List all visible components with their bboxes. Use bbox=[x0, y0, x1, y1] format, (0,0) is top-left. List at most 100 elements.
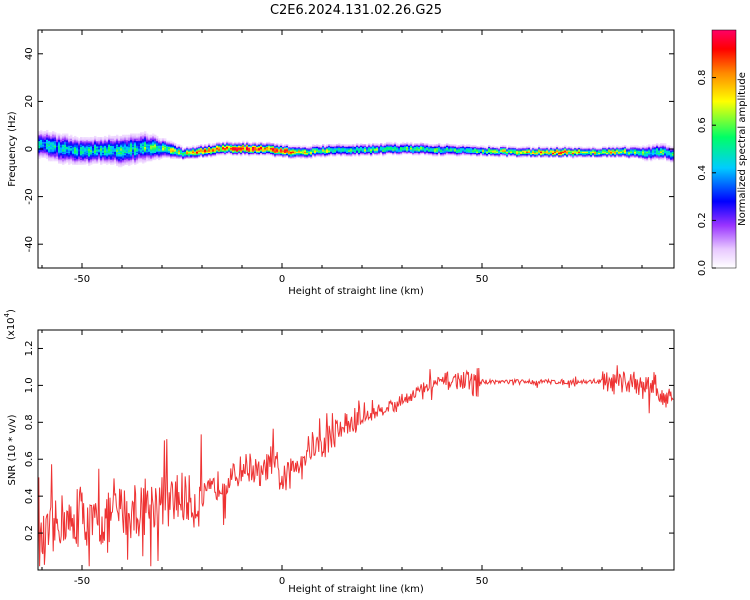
heatmap-cell bbox=[250, 143, 253, 145]
heatmap-cell bbox=[628, 146, 631, 149]
heatmap-cell bbox=[164, 138, 167, 140]
heatmap-cell bbox=[572, 157, 575, 159]
heatmap-cell bbox=[422, 145, 425, 148]
heatmap-cell bbox=[452, 152, 455, 155]
heatmap-cell bbox=[652, 152, 655, 155]
heatmap-cell bbox=[248, 146, 251, 149]
heatmap-cell bbox=[112, 135, 115, 138]
heatmap-cell bbox=[70, 139, 73, 142]
heatmap-cell bbox=[242, 147, 245, 150]
heatmap-cell bbox=[154, 134, 157, 137]
heatmap-cell bbox=[118, 156, 121, 158]
heatmap-cell bbox=[392, 144, 395, 146]
heatmap-cell bbox=[76, 147, 79, 150]
heatmap-cell bbox=[652, 157, 655, 159]
heatmap-cell bbox=[598, 156, 601, 158]
heatmap-cell bbox=[646, 150, 649, 152]
heatmap-cell bbox=[132, 143, 135, 145]
heatmap-cell bbox=[42, 138, 45, 140]
heatmap-cell bbox=[156, 150, 159, 152]
heatmap-cell bbox=[612, 154, 615, 157]
heatmap-cell bbox=[294, 153, 297, 156]
heatmap-cell bbox=[82, 140, 85, 143]
heatmap-cell bbox=[178, 146, 181, 149]
heatmap-cell bbox=[392, 153, 395, 156]
heatmap-cell bbox=[112, 162, 115, 164]
heatmap-cell bbox=[96, 144, 99, 146]
heatmap-cell bbox=[122, 145, 125, 148]
heatmap-cell bbox=[396, 149, 399, 151]
heatmap-cell bbox=[42, 149, 45, 151]
heatmap-cell bbox=[82, 156, 85, 158]
heatmap-cell bbox=[612, 146, 615, 149]
heatmap-cell bbox=[170, 152, 173, 155]
heatmap-cell bbox=[48, 134, 51, 137]
heatmap-cell bbox=[354, 147, 357, 150]
heatmap-cell bbox=[296, 152, 299, 155]
heatmap-cell bbox=[88, 145, 91, 148]
heatmap-cell bbox=[80, 145, 83, 148]
heatmap-cell bbox=[56, 144, 59, 146]
heatmap-cell bbox=[546, 146, 549, 149]
heatmap-cell bbox=[82, 153, 85, 156]
heatmap-cell bbox=[158, 139, 161, 142]
heatmap-cell bbox=[70, 150, 73, 152]
heatmap-cell bbox=[114, 157, 117, 159]
heatmap-cell bbox=[334, 144, 337, 146]
heatmap-cell bbox=[650, 158, 653, 161]
heatmap-cell bbox=[358, 150, 361, 152]
heatmap-cell bbox=[494, 152, 497, 155]
heatmap-cell bbox=[94, 154, 97, 157]
heatmap-cell bbox=[60, 162, 63, 164]
heatmap-cell bbox=[358, 151, 361, 153]
heatmap-cell bbox=[98, 150, 101, 152]
heatmap-cell bbox=[356, 149, 359, 151]
heatmap-cell bbox=[74, 153, 77, 156]
heatmap-cell bbox=[668, 153, 671, 156]
heatmap-cell bbox=[610, 153, 613, 156]
heatmap-cell bbox=[136, 144, 139, 146]
heatmap-cell bbox=[610, 150, 613, 152]
heatmap-cell bbox=[286, 152, 289, 155]
heatmap-cell bbox=[494, 146, 497, 149]
heatmap-cell bbox=[46, 150, 49, 152]
heatmap-cell bbox=[204, 151, 207, 153]
heatmap-cell bbox=[72, 137, 75, 139]
heatmap-cell bbox=[58, 147, 61, 150]
heatmap-cell bbox=[98, 138, 101, 140]
heatmap-cell bbox=[556, 151, 559, 153]
heatmap-cell bbox=[410, 145, 413, 148]
heatmap-cell bbox=[466, 150, 469, 152]
heatmap-cell bbox=[396, 143, 399, 145]
heatmap-cell bbox=[70, 146, 73, 149]
heatmap-cell bbox=[590, 150, 593, 152]
heatmap-cell bbox=[504, 154, 507, 157]
heatmap-cell bbox=[142, 147, 145, 150]
heatmap-cell bbox=[316, 145, 319, 148]
heatmap-cell bbox=[114, 135, 117, 138]
heatmap-cell bbox=[54, 156, 57, 158]
heatmap-cell bbox=[198, 146, 201, 149]
heatmap-cell bbox=[50, 144, 53, 146]
heatmap-cell bbox=[412, 153, 415, 156]
heatmap-cell bbox=[114, 154, 117, 157]
heatmap-cell bbox=[426, 151, 429, 153]
heatmap-cell bbox=[500, 150, 503, 152]
heatmap-cell bbox=[460, 146, 463, 149]
heatmap-cell bbox=[608, 147, 611, 150]
heatmap-cell bbox=[172, 149, 175, 151]
heatmap-cell bbox=[488, 152, 491, 155]
heatmap-cell bbox=[500, 146, 503, 149]
heatmap-cell bbox=[90, 157, 93, 159]
heatmap-cell bbox=[532, 149, 535, 151]
heatmap-cell bbox=[550, 152, 553, 155]
heatmap-cell bbox=[250, 144, 253, 146]
heatmap-cell bbox=[244, 146, 247, 149]
heatmap-cell bbox=[376, 144, 379, 146]
heatmap-cell bbox=[156, 149, 159, 151]
heatmap-cell bbox=[38, 154, 41, 157]
heatmap-cell bbox=[118, 140, 121, 143]
heatmap-cell bbox=[604, 153, 607, 156]
heatmap-cell bbox=[154, 141, 157, 144]
heatmap-cell bbox=[222, 141, 225, 144]
